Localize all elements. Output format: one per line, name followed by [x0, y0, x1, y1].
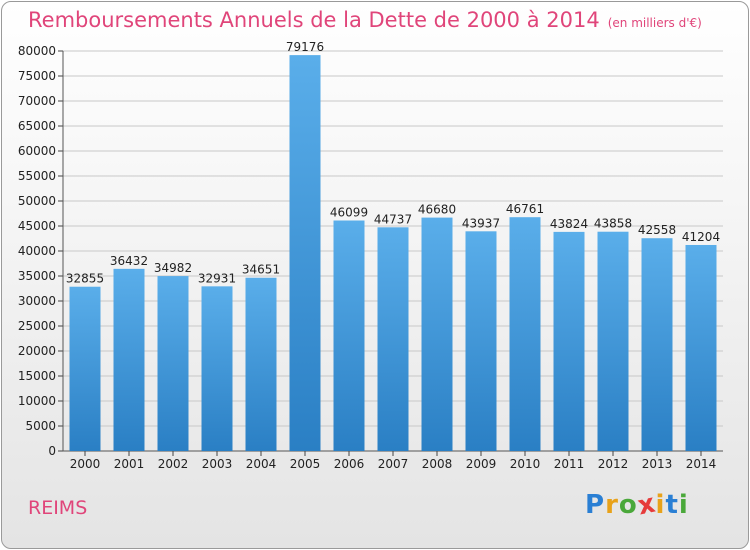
- logo-letter: o: [618, 490, 638, 520]
- data-label-2004: 34651: [242, 263, 280, 277]
- y-tick-label: 0: [48, 444, 56, 458]
- logo-letter: i: [655, 490, 666, 520]
- x-tick-label-2009: 2009: [466, 457, 497, 471]
- data-label-2006: 46099: [330, 206, 368, 220]
- x-tick-label-2013: 2013: [642, 457, 673, 471]
- bar-2006: [333, 220, 365, 451]
- x-tick-label-2003: 2003: [202, 457, 233, 471]
- x-tick-label-2008: 2008: [422, 457, 453, 471]
- data-label-2010: 46761: [506, 202, 544, 216]
- y-tick-label: 25000: [18, 319, 56, 333]
- x-tick-label-2004: 2004: [246, 457, 277, 471]
- x-tick-label-2005: 2005: [290, 457, 321, 471]
- bar-2009: [465, 231, 497, 451]
- x-tick-label-2011: 2011: [554, 457, 585, 471]
- data-label-2001: 36432: [110, 254, 148, 268]
- bar-2013: [641, 238, 673, 451]
- y-tick-label: 10000: [18, 394, 56, 408]
- title-text: Remboursements Annuels de la Dette de 20…: [28, 8, 600, 32]
- bar-2012: [597, 231, 629, 451]
- bar-2005: [289, 55, 321, 452]
- bar-2008: [421, 217, 453, 451]
- x-tick-label-2002: 2002: [158, 457, 189, 471]
- logo-letter: t: [665, 490, 679, 520]
- y-tick-label: 60000: [18, 144, 56, 158]
- x-tick-label-2012: 2012: [598, 457, 629, 471]
- bar-2014: [685, 244, 717, 451]
- x-tick-label-2001: 2001: [114, 457, 145, 471]
- y-tick-label: 20000: [18, 344, 56, 358]
- x-tick-label-2000: 2000: [70, 457, 101, 471]
- logo-letter: i: [678, 490, 689, 520]
- y-tick-label: 35000: [18, 269, 56, 283]
- y-tick-label: 5000: [25, 419, 56, 433]
- y-tick-label: 70000: [18, 94, 56, 108]
- data-label-2007: 44737: [374, 212, 412, 226]
- bar-2004: [245, 277, 277, 451]
- y-tick-label: 55000: [18, 169, 56, 183]
- logo-letter: r: [605, 490, 619, 520]
- logo-letter: P: [585, 490, 606, 520]
- data-label-2000: 32855: [66, 272, 104, 286]
- proxiti-logo: Proxiti: [585, 488, 689, 521]
- city-label: REIMS: [28, 497, 88, 519]
- y-tick-label: 40000: [18, 244, 56, 258]
- chart-title: Remboursements Annuels de la Dette de 20…: [28, 8, 702, 32]
- y-tick-label: 80000: [18, 44, 56, 58]
- data-label-2003: 32931: [198, 271, 236, 285]
- y-tick-label: 45000: [18, 219, 56, 233]
- bar-2003: [201, 286, 233, 451]
- y-tick-label: 65000: [18, 119, 56, 133]
- x-tick-label-2010: 2010: [510, 457, 541, 471]
- data-label-2012: 43858: [594, 217, 632, 231]
- data-label-2009: 43937: [462, 216, 500, 230]
- x-tick-label-2006: 2006: [334, 457, 365, 471]
- bar-2000: [69, 286, 101, 451]
- data-label-2013: 42558: [638, 223, 676, 237]
- x-tick-label-2007: 2007: [378, 457, 409, 471]
- data-label-2011: 43824: [550, 217, 588, 231]
- bar-2010: [509, 217, 541, 451]
- y-tick-label: 75000: [18, 69, 56, 83]
- data-label-2005: 79176: [286, 40, 324, 54]
- bar-2002: [157, 276, 189, 451]
- y-tick-label: 30000: [18, 294, 56, 308]
- bar-2001: [113, 268, 145, 451]
- y-tick-label: 15000: [18, 369, 56, 383]
- data-label-2002: 34982: [154, 261, 192, 275]
- y-tick-label: 50000: [18, 194, 56, 208]
- data-label-2014: 41204: [682, 230, 720, 244]
- data-label-2008: 46680: [418, 203, 456, 217]
- unit-note: (en milliers d'€): [607, 16, 702, 30]
- bar-2007: [377, 227, 409, 451]
- bar-2011: [553, 231, 585, 451]
- x-tick-label-2014: 2014: [686, 457, 717, 471]
